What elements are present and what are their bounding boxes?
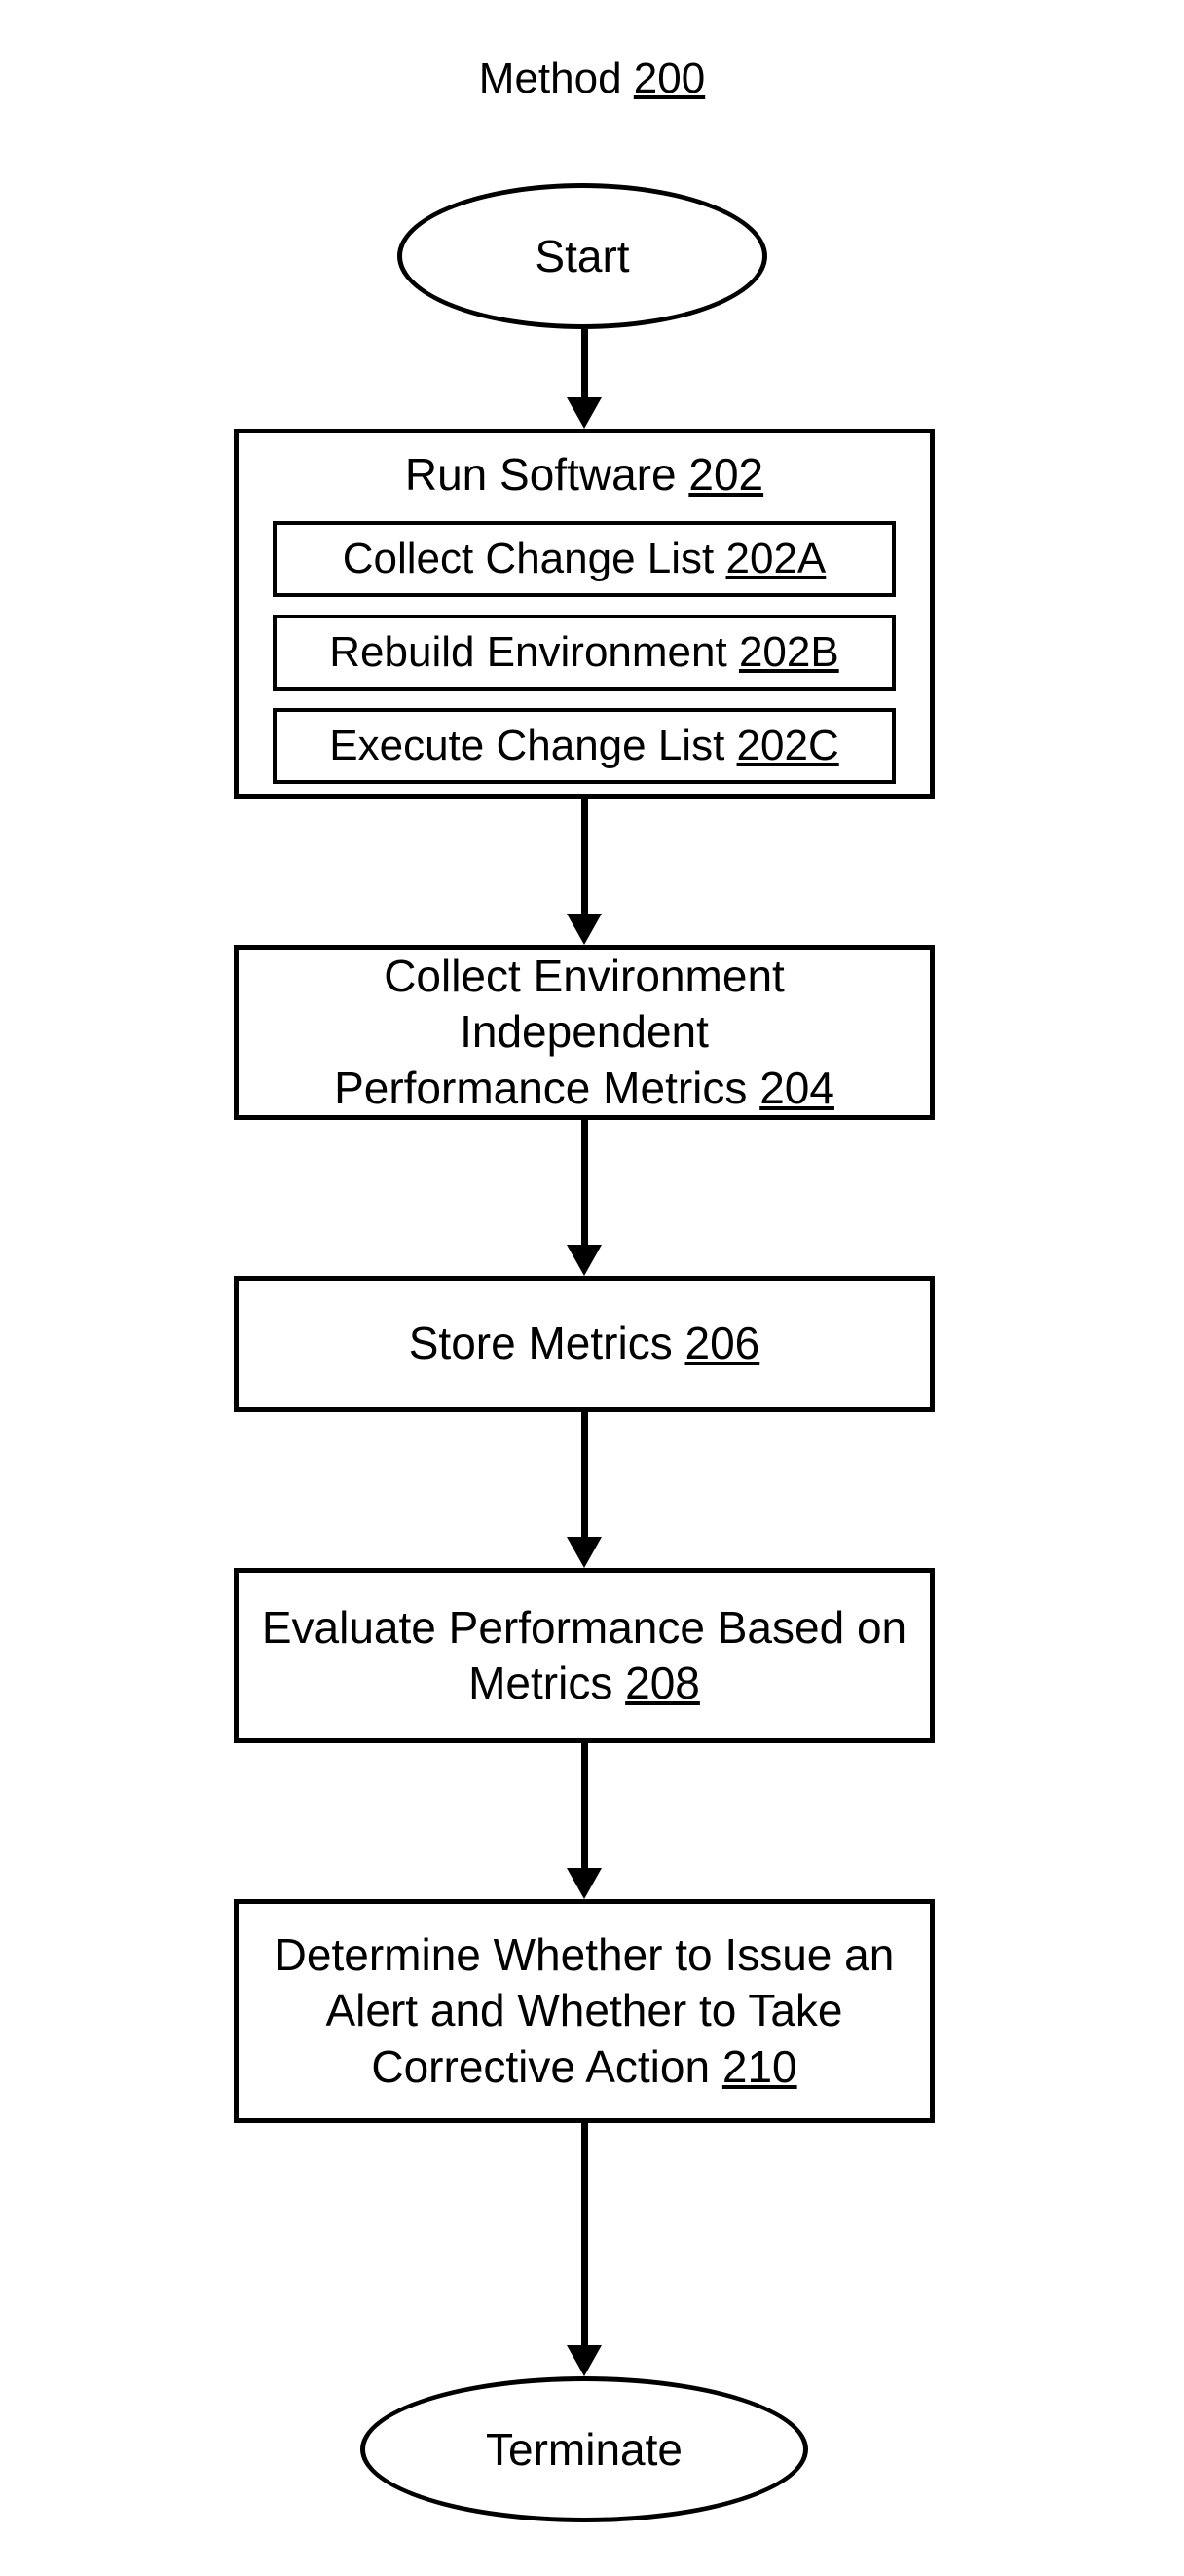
determine-line3-text: Corrective Action xyxy=(371,2041,710,2092)
step-run-software: Run Software 202 Collect Change List 202… xyxy=(234,429,935,799)
arrow-2-head xyxy=(567,914,602,945)
title-ref: 200 xyxy=(634,55,705,102)
step-store-metrics: Store Metrics 206 xyxy=(234,1276,935,1412)
store-label: Store Metrics 206 xyxy=(409,1316,759,1372)
store-text: Store Metrics xyxy=(409,1318,673,1368)
arrow-2-line xyxy=(581,799,588,915)
start-label: Start xyxy=(535,230,629,282)
evaluate-ref: 208 xyxy=(625,1658,700,1708)
evaluate-line2: Metrics 208 xyxy=(468,1656,700,1712)
title-prefix: Method xyxy=(479,55,622,102)
start-terminator: Start xyxy=(397,183,767,329)
determine-ref: 210 xyxy=(722,2041,797,2092)
substep-0-ref: 202A xyxy=(726,532,827,585)
substep-0-text: Collect Change List xyxy=(343,532,715,585)
substep-rebuild-environment: Rebuild Environment 202B xyxy=(273,615,896,691)
run-software-header: Run Software 202 xyxy=(405,447,763,504)
arrow-6-head xyxy=(567,2345,602,2376)
arrow-4-head xyxy=(567,1537,602,1568)
substep-1-ref: 202B xyxy=(739,625,839,679)
arrow-6-line xyxy=(581,2123,588,2347)
determine-line1: Determine Whether to Issue an xyxy=(275,1927,895,1984)
substep-2-text: Execute Change List xyxy=(329,719,724,772)
flowchart-canvas: Method 200 Start Run Software 202 Collec… xyxy=(0,0,1184,2576)
arrow-1-line xyxy=(581,329,588,399)
substep-2-ref: 202C xyxy=(737,719,839,772)
collect-line2: Performance Metrics 204 xyxy=(334,1061,834,1117)
collect-line2-text: Performance Metrics xyxy=(334,1063,747,1113)
run-software-header-text: Run Software xyxy=(405,449,677,500)
substep-1-text: Rebuild Environment xyxy=(329,625,726,679)
arrow-5-line xyxy=(581,1743,588,1870)
run-software-header-ref: 202 xyxy=(688,449,763,500)
arrow-3-line xyxy=(581,1120,588,1247)
step-collect-metrics: Collect Environment Independent Performa… xyxy=(234,945,935,1120)
terminate-terminator: Terminate xyxy=(360,2376,808,2522)
terminate-label: Terminate xyxy=(486,2423,683,2476)
arrow-5-head xyxy=(567,1868,602,1899)
determine-line2: Alert and Whether to Take xyxy=(326,1983,843,2039)
evaluate-line1: Evaluate Performance Based on xyxy=(262,1600,906,1657)
step-evaluate-performance: Evaluate Performance Based on Metrics 20… xyxy=(234,1568,935,1743)
store-ref: 206 xyxy=(684,1318,759,1368)
determine-line3: Corrective Action 210 xyxy=(371,2039,796,2096)
step-determine-alert: Determine Whether to Issue an Alert and … xyxy=(234,1899,935,2123)
collect-line1: Collect Environment Independent xyxy=(258,949,910,1061)
collect-ref: 204 xyxy=(759,1063,834,1113)
arrow-4-line xyxy=(581,1412,588,1539)
substep-execute-change-list: Execute Change List 202C xyxy=(273,708,896,784)
substep-collect-change-list: Collect Change List 202A xyxy=(273,521,896,597)
arrow-3-head xyxy=(567,1245,602,1276)
evaluate-line2-text: Metrics xyxy=(468,1658,612,1708)
diagram-title: Method 200 xyxy=(479,55,705,103)
arrow-1-head xyxy=(567,397,602,429)
